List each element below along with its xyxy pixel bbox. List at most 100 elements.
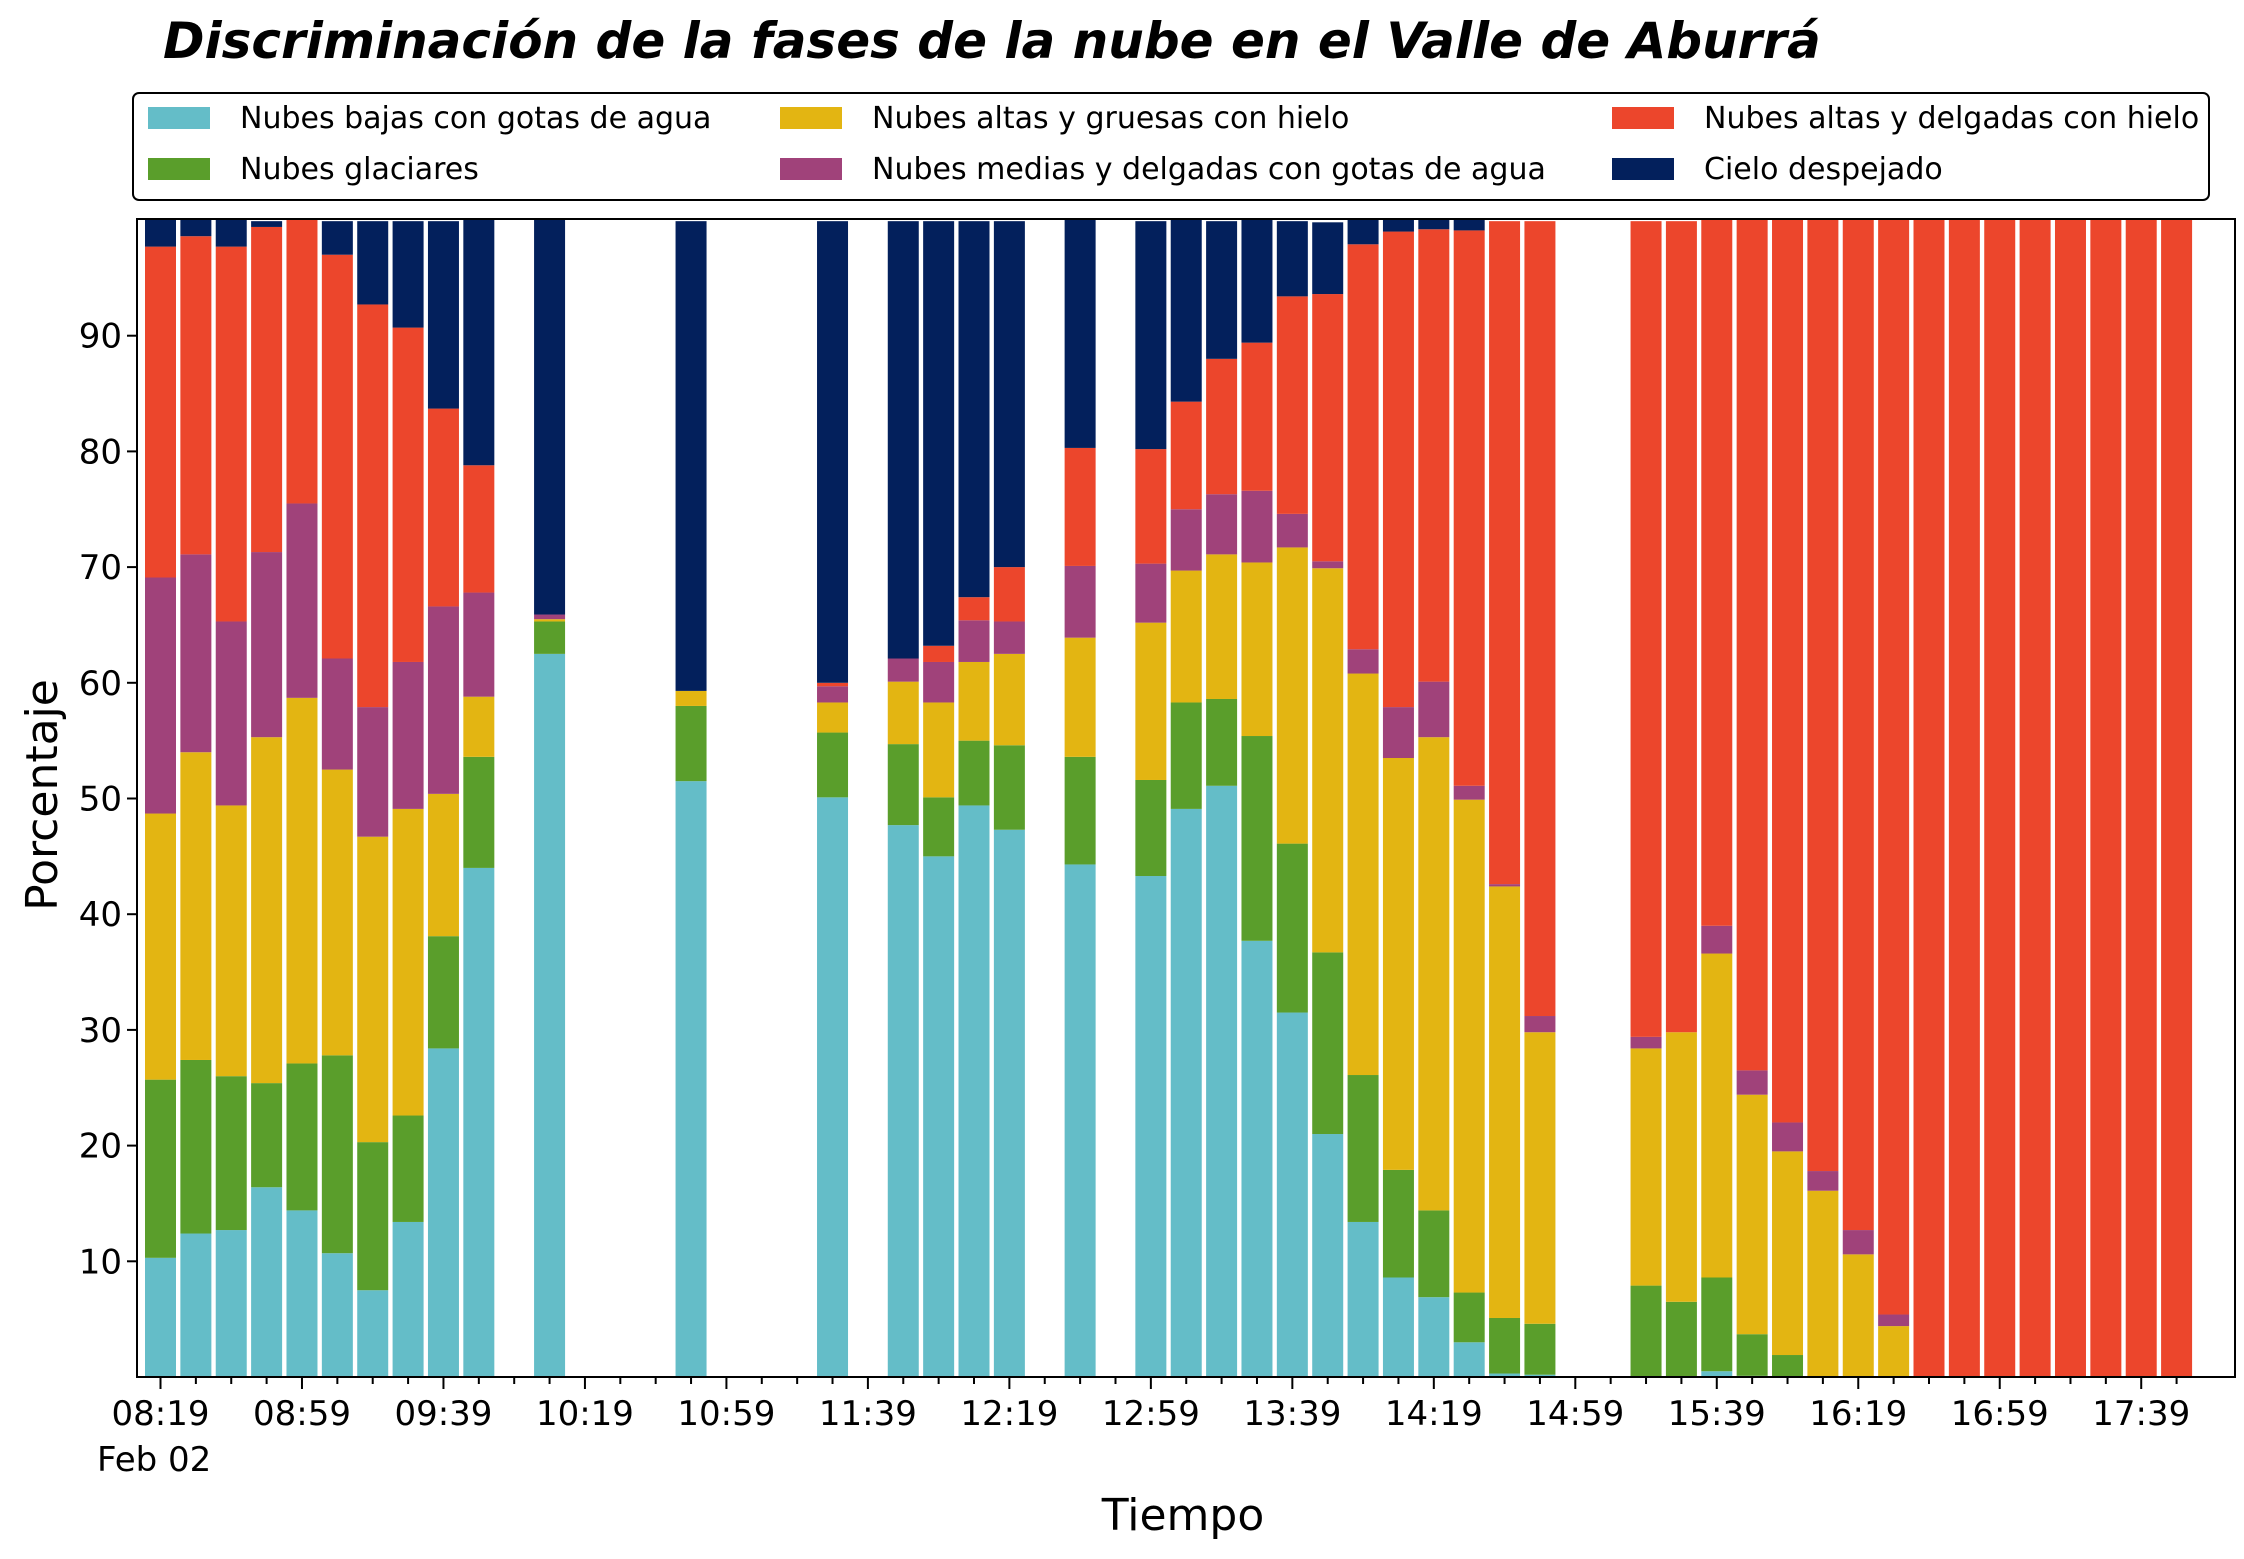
legend-swatch-2 — [148, 158, 210, 180]
bar-segment-2-1329 — [1241, 736, 1273, 941]
bar-segment-1-1319 — [1206, 785, 1238, 1377]
y-tick-label: 30 — [79, 1011, 122, 1051]
bar-segment-6-1329 — [1241, 220, 1273, 343]
bar-segment-5-1639 — [1913, 220, 1945, 1377]
bar-segment-1-1409 — [1382, 1277, 1414, 1377]
bar-segment-4-1609 — [1807, 1171, 1839, 1191]
bar-segment-1-0939 — [427, 1048, 459, 1377]
legend-swatch-3 — [780, 107, 842, 129]
bar-segment-2-1529 — [1665, 1301, 1697, 1377]
bar-segment-4-1539 — [1701, 925, 1733, 954]
x-tick-label: 17:39 — [2092, 1394, 2190, 1434]
bar-segment-5-0929 — [392, 327, 424, 662]
bar-segment-3-1159 — [923, 702, 955, 798]
bar-segment-1-1049 — [675, 781, 707, 1377]
legend-box — [132, 92, 2210, 201]
bar-segment-5-1619 — [1842, 220, 1874, 1231]
bar-segment-4-1159 — [923, 661, 955, 703]
bar-segment-3-1419 — [1418, 737, 1450, 1211]
bar-segment-2-0949 — [463, 756, 495, 868]
x-tick-label: 09:39 — [394, 1394, 492, 1434]
bar-segment-4-1429 — [1453, 785, 1485, 800]
bar-segment-4-1409 — [1382, 707, 1414, 759]
legend-label-4: Nubes medias y delgadas con gotas de agu… — [872, 152, 1546, 187]
bar-segment-1-1239 — [1064, 864, 1096, 1377]
bar-segment-1-1259 — [1135, 876, 1167, 1377]
bar-segment-4-1329 — [1241, 490, 1273, 563]
bar-segment-4-0829 — [180, 554, 212, 753]
bar-segment-3-1549 — [1736, 1094, 1768, 1335]
bar-segment-2-1239 — [1064, 756, 1096, 865]
bar-segment-5-1519 — [1630, 221, 1662, 1037]
bar-segment-1-0919 — [357, 1290, 389, 1377]
bar-segment-5-0919 — [357, 304, 389, 708]
bar-segment-5-0839 — [215, 246, 247, 622]
bar-segment-2-0829 — [180, 1059, 212, 1234]
bar-segment-5-0859 — [286, 220, 318, 504]
x-tick-label: 16:59 — [1951, 1394, 2049, 1434]
bar-segment-5-0949 — [463, 465, 495, 593]
bar-segment-2-1419 — [1418, 1210, 1450, 1298]
bar-segment-5-0849 — [251, 226, 283, 553]
y-tick-label: 60 — [79, 664, 122, 704]
bar-segment-1-0909 — [321, 1253, 353, 1377]
bar-segment-6-0819 — [145, 220, 176, 247]
bar-segment-1-1219 — [993, 829, 1025, 1377]
legend-swatch-1 — [148, 107, 210, 129]
bar-segment-3-1519 — [1630, 1048, 1662, 1286]
bar-segment-5-1419 — [1418, 229, 1450, 682]
bar-segment-2-1049 — [675, 705, 707, 782]
legend-label-2: Nubes glaciares — [240, 152, 479, 187]
bar-segment-2-1219 — [993, 745, 1025, 830]
bar-segment-3-1009 — [534, 619, 566, 622]
bar-segment-1-1149 — [887, 825, 919, 1377]
bar-segment-6-1309 — [1170, 220, 1202, 402]
bar-segment-2-1009 — [534, 621, 566, 654]
bar-segment-3-1529 — [1665, 1032, 1697, 1302]
y-tick-label: 10 — [79, 1242, 122, 1282]
bar-segment-2-1429 — [1453, 1292, 1485, 1343]
bar-segment-5-1239 — [1064, 447, 1096, 566]
bar-segment-2-1439 — [1489, 1317, 1521, 1374]
bar-segment-5-1719 — [2054, 220, 2086, 1377]
chart-title: Discriminación de la fases de la nube en… — [163, 12, 1821, 70]
x-tick-label: 13:39 — [1243, 1394, 1341, 1434]
bar-segment-5-1409 — [1382, 231, 1414, 708]
bar-segment-4-1419 — [1418, 681, 1450, 738]
bar-segment-6-0849 — [251, 221, 283, 227]
bar-segment-4-0919 — [357, 707, 389, 837]
bar-segment-6-1429 — [1453, 220, 1485, 231]
bar-segment-3-1239 — [1064, 637, 1096, 757]
bar-segment-5-1329 — [1241, 342, 1273, 491]
bar-segment-1-0849 — [251, 1187, 283, 1377]
bar-segment-4-1549 — [1736, 1070, 1768, 1095]
bar-segment-5-1359 — [1347, 244, 1379, 650]
bar-segment-4-1009 — [534, 614, 566, 620]
bar-segment-3-1319 — [1206, 554, 1238, 699]
bar-segment-5-1429 — [1453, 230, 1485, 786]
bar-segment-3-0919 — [357, 836, 389, 1143]
bar-segment-6-1349 — [1312, 222, 1344, 295]
bar-segment-5-1209 — [958, 597, 990, 621]
bar-segment-5-1439 — [1489, 221, 1521, 885]
bar-segment-6-0929 — [392, 221, 424, 328]
legend-swatch-5 — [1612, 107, 1674, 129]
bar-segment-5-1649 — [1948, 220, 1980, 1377]
bar-segment-3-1129 — [817, 702, 849, 733]
x-tick-label: 15:39 — [1668, 1394, 1766, 1434]
bar-segment-5-1629 — [1878, 220, 1910, 1315]
bar-segment-5-1549 — [1736, 220, 1768, 1071]
bar-segment-2-1319 — [1206, 699, 1238, 786]
bar-segment-3-1329 — [1241, 562, 1273, 737]
bar-segment-3-0939 — [427, 793, 459, 937]
bar-segment-2-0909 — [321, 1055, 353, 1254]
bar-segment-4-1219 — [993, 621, 1025, 654]
x-axis-title: Tiempo — [1101, 1490, 1265, 1541]
x-tick-label: 16:19 — [1809, 1394, 1907, 1434]
bar-segment-4-1129 — [817, 686, 849, 703]
bar-segment-3-1439 — [1489, 886, 1521, 1318]
x-tick-label: 12:19 — [960, 1394, 1058, 1434]
y-tick-label: 50 — [79, 780, 122, 820]
bar-segment-3-1629 — [1878, 1326, 1910, 1377]
bar-segment-4-0929 — [392, 661, 424, 809]
